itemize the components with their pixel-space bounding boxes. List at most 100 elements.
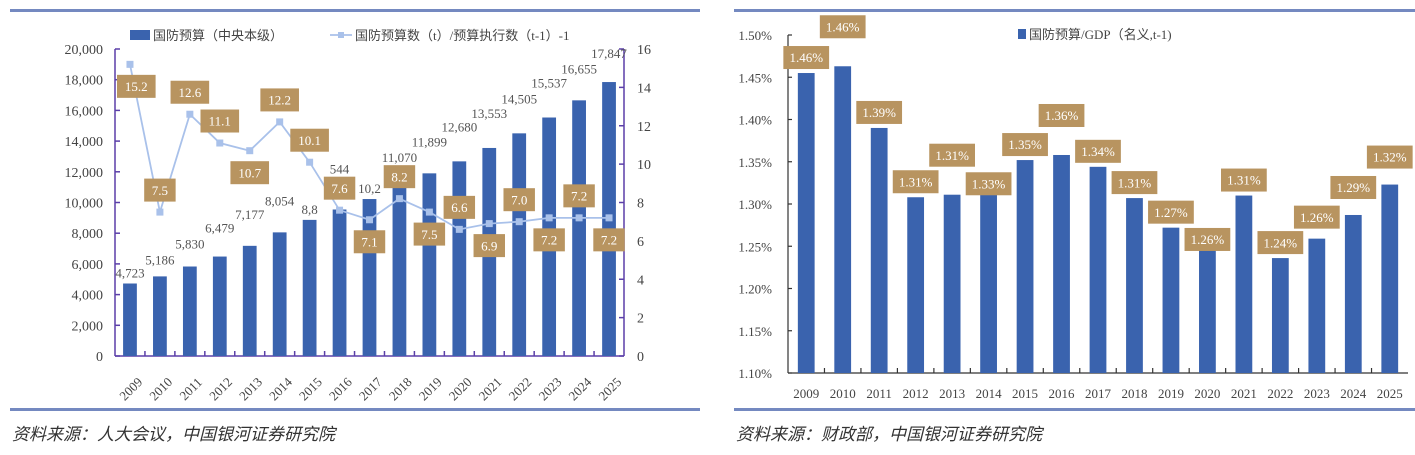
growth-label-2023: 7.2 — [541, 233, 557, 248]
bar-value-label: 17,847 — [591, 46, 627, 61]
growth-label-2014: 12.2 — [268, 93, 291, 108]
growth-point-2012 — [216, 139, 224, 147]
value-label-2014: 1.33% — [972, 176, 1006, 191]
growth-point-2013 — [246, 147, 254, 155]
x-tick-label: 2012 — [206, 374, 235, 403]
growth-label-2014-box — [260, 88, 299, 112]
value-label-2016: 1.36% — [1045, 108, 1079, 123]
growth-label-2019: 7.5 — [421, 227, 437, 242]
y-tick-label: 1.35% — [738, 155, 772, 170]
value-label-2015-box — [1002, 133, 1048, 157]
growth-label-2011: 12.6 — [178, 85, 201, 100]
growth-point-2016 — [336, 206, 344, 214]
growth-label-2023-box — [533, 228, 565, 252]
growth-label-2018-box — [383, 165, 416, 189]
growth-point-2017 — [366, 216, 373, 224]
bar-2017 — [1089, 166, 1107, 373]
bar-2020 — [1199, 236, 1216, 373]
growth-point-2022 — [515, 218, 523, 226]
growth-label-2022-box — [503, 188, 535, 212]
bar-2019 — [422, 173, 437, 356]
growth-label-2012: 11.1 — [209, 114, 231, 129]
x-tick-label: 2015 — [1012, 386, 1038, 401]
growth-label-2016-box — [323, 176, 356, 200]
bottom-rule — [734, 408, 1415, 411]
y-right-tick-label: 0 — [637, 350, 644, 365]
y-left-tick-label: 18,000 — [65, 74, 104, 89]
bar-2015 — [302, 219, 317, 356]
bar-2024 — [1344, 214, 1362, 373]
bar-value-label: 11,070 — [382, 150, 417, 165]
growth-point-2020 — [455, 225, 463, 233]
bar-2014 — [980, 175, 997, 373]
bar-value-label: 5,186 — [145, 252, 175, 267]
bar-2014 — [272, 232, 287, 356]
x-tick-label: 2013 — [939, 386, 965, 401]
y-right-tick-label: 6 — [637, 235, 644, 250]
x-tick-label: 2025 — [1377, 386, 1403, 401]
legend-swatch — [1018, 29, 1026, 39]
bar-value-label: 14,505 — [501, 91, 537, 106]
y-right-tick-label: 10 — [637, 158, 651, 173]
legend-line-label: 国防预算数（t）/预算执行数（t-1）-1 — [355, 28, 570, 43]
value-label-2025-box — [1366, 145, 1413, 169]
x-tick-label: 2023 — [535, 374, 564, 403]
value-label-2023-box — [1293, 205, 1340, 229]
growth-label-2020: 6.6 — [451, 200, 468, 215]
legend-line-marker — [338, 32, 344, 38]
x-tick-label: 2011 — [176, 374, 205, 403]
bar-2019 — [1162, 227, 1180, 373]
bar-value-label: 6,479 — [205, 221, 234, 236]
bar-value-label: 15,537 — [531, 76, 567, 91]
growth-label-2010-box — [144, 178, 176, 202]
bar-2016 — [332, 209, 347, 356]
x-tick-label: 2025 — [595, 374, 624, 403]
bar-2020 — [452, 161, 467, 356]
value-label-2023: 1.26% — [1300, 210, 1334, 225]
top-rule — [10, 9, 700, 12]
value-label-2020-box — [1184, 227, 1231, 251]
value-label-2009: 1.46% — [789, 50, 823, 65]
growth-label-2021-box — [473, 234, 505, 258]
bar-value-label: 11,899 — [412, 134, 447, 149]
value-label-2011: 1.39% — [862, 105, 896, 120]
y-left-tick-label: 0 — [96, 350, 103, 365]
bar-2009 — [797, 73, 815, 374]
bar-2013 — [242, 245, 257, 356]
growth-point-2014 — [276, 118, 284, 126]
x-tick-label: 2018 — [1121, 386, 1147, 401]
x-tick-label: 2009 — [793, 386, 819, 401]
value-label-2022-box — [1257, 231, 1304, 255]
growth-label-2025-box — [593, 228, 625, 252]
left-chart-panel: 0 2,000 4,000 6,000 8,000 10,000 12,000 14,000 1… — [10, 9, 700, 445]
bar-2015 — [1016, 160, 1034, 373]
value-label-2024-box — [1330, 175, 1377, 199]
value-label-2019: 1.27% — [1154, 205, 1188, 220]
x-tick-label: 2017 — [356, 374, 385, 403]
y-tick-label: 1.40% — [738, 113, 772, 128]
bar-2022 — [1271, 258, 1289, 373]
bar-value-label: 5,830 — [175, 237, 204, 252]
x-tick-label: 2013 — [236, 374, 265, 403]
growth-point-2011 — [186, 110, 194, 118]
bar-2009 — [123, 283, 137, 356]
value-label-2014-box — [965, 172, 1012, 196]
value-label-2018: 1.31% — [1118, 175, 1152, 190]
growth-label-2022: 7.0 — [511, 192, 527, 207]
value-label-2022: 1.24% — [1264, 235, 1298, 250]
y-tick-label: 1.45% — [738, 70, 772, 85]
growth-point-2018 — [395, 195, 403, 203]
bottom-rule — [10, 408, 700, 411]
value-label-2013-box — [929, 143, 975, 167]
y-left-tick-label: 20,000 — [65, 43, 104, 58]
growth-label-2019-box — [413, 222, 446, 246]
value-label-2021-box — [1221, 168, 1267, 192]
x-tick-label: 2012 — [903, 386, 929, 401]
growth-label-2024-box — [563, 184, 595, 208]
legend-label: 国防预算/GDP（名义,t-1) — [1029, 27, 1172, 42]
growth-label-2020-box — [443, 195, 476, 219]
x-tick-label: 2021 — [1231, 386, 1257, 401]
growth-label-2017: 7.1 — [361, 234, 377, 249]
y-left-tick-label: 16,000 — [65, 104, 104, 119]
gdp-ratio-chart: 1.10% 1.15% 1.20% 1.25% 1.30% 1.35% 1.40% 1.45%… — [738, 15, 1413, 401]
